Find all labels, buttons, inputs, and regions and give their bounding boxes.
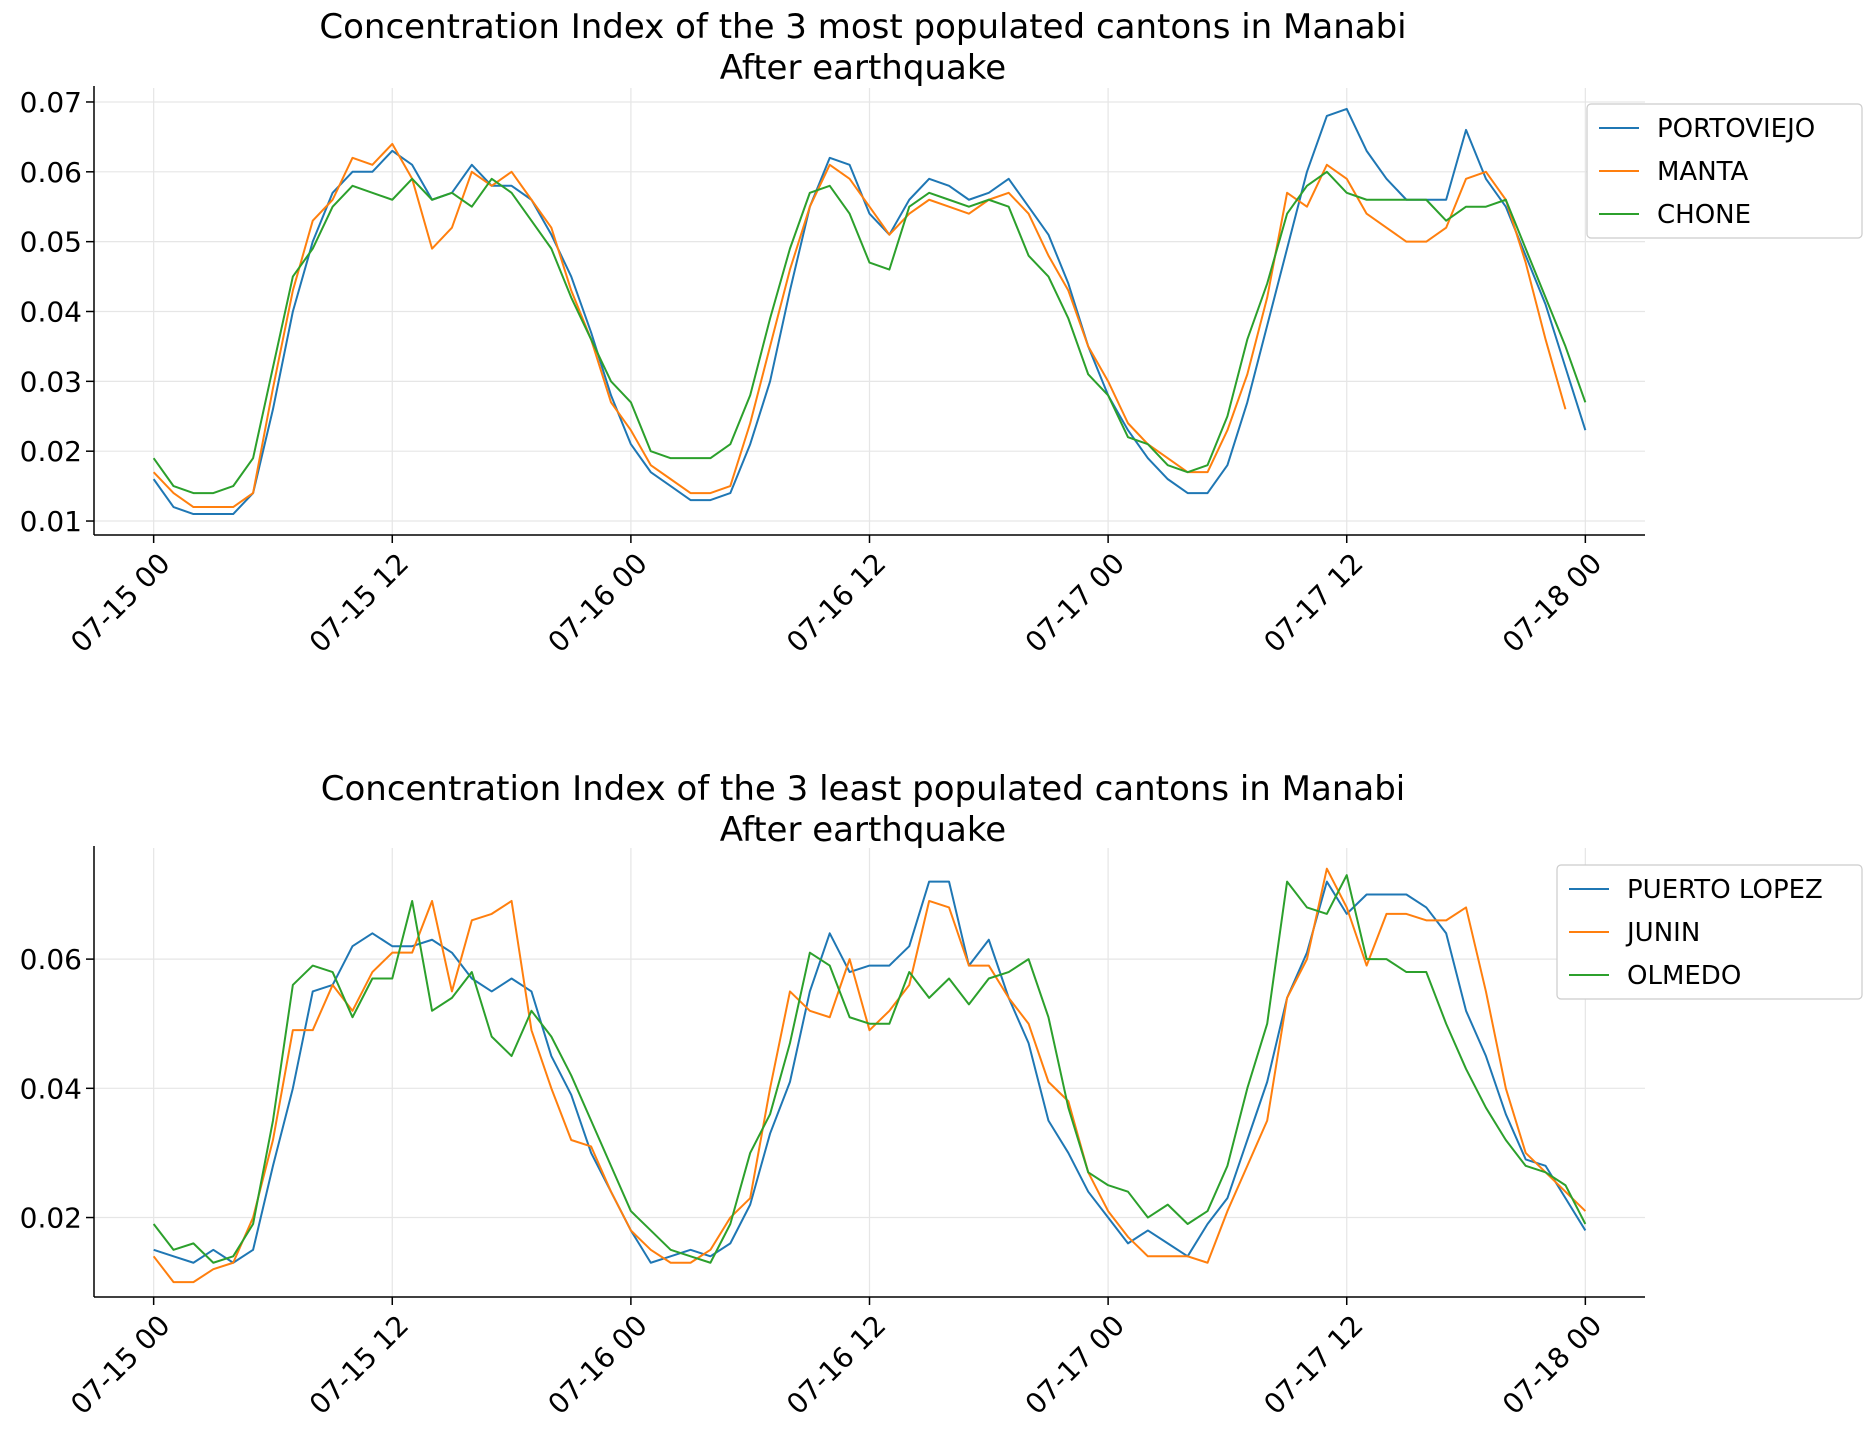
legend-box: [1556, 864, 1863, 1000]
x-tick-label: 07-17 12: [1257, 1309, 1369, 1421]
axes: 0.02 0.04 0.06 07-15 00 07-15 12 07-16 00 07-1…: [20, 846, 1645, 1421]
series-line-puerto-lopez: [153, 880, 1587, 1264]
chart-least-populated: Concentration Index of the 3 least popul…: [20, 769, 1863, 1421]
legend-label: MANTA: [1657, 157, 1749, 187]
x-tick-label: 07-15 12: [303, 547, 415, 659]
y-tick-label: 0.07: [20, 86, 82, 119]
legend-item: MANTA: [1599, 157, 1749, 187]
series-line-portoviejo: [152, 107, 1587, 516]
legend-item: JUNIN: [1569, 918, 1700, 948]
y-tick-label: 0.06: [20, 943, 82, 976]
x-tick-label: 07-15 12: [303, 1309, 415, 1421]
y-tick-label: 0.04: [20, 1072, 82, 1105]
legend-label: JUNIN: [1625, 918, 1700, 948]
y-tick-label: 0.03: [20, 365, 82, 398]
y-tick-label: 0.05: [20, 226, 82, 259]
x-tick-label: 07-18 00: [1496, 547, 1608, 659]
y-tick-label: 0.01: [20, 505, 82, 538]
x-tick-label: 07-16 00: [541, 547, 653, 659]
legend: PUERTO LOPEZ JUNIN OLMEDO: [1556, 864, 1863, 1000]
series-layer: [152, 867, 1587, 1284]
x-tick-label: 07-17 00: [1019, 547, 1131, 659]
x-tick-label: 07-16 12: [780, 1309, 892, 1421]
legend-label: CHONE: [1657, 200, 1751, 230]
legend-item: PUERTO LOPEZ: [1569, 875, 1823, 905]
y-tick-label: 0.02: [20, 435, 82, 468]
x-tick-label: 07-15 00: [64, 547, 176, 659]
x-tick-label: 07-18 00: [1496, 1309, 1608, 1421]
legend-label: PORTOVIEJO: [1657, 114, 1815, 144]
chart-subtitle: After earthquake: [720, 48, 1006, 88]
x-tick-label: 07-16 00: [541, 1309, 653, 1421]
chart-most-populated: Concentration Index of the 3 most popula…: [20, 7, 1863, 659]
legend-label: OLMEDO: [1627, 961, 1741, 991]
x-tick-label: 07-15 00: [64, 1309, 176, 1421]
legend-item: PORTOVIEJO: [1599, 114, 1815, 144]
y-tick-label: 0.02: [20, 1202, 82, 1235]
x-tick-label: 07-16 12: [780, 547, 892, 659]
y-tick-label: 0.06: [20, 156, 82, 189]
series-line-chone: [152, 170, 1587, 495]
series-line-manta: [152, 142, 1567, 509]
legend-box: [1586, 103, 1863, 239]
legend-item: CHONE: [1599, 200, 1751, 230]
chart-subtitle: After earthquake: [720, 810, 1006, 850]
chart-title: Concentration Index of the 3 least popul…: [321, 769, 1406, 809]
series-line-olmedo: [152, 874, 1587, 1264]
chart-title: Concentration Index of the 3 most popula…: [319, 7, 1406, 47]
series-layer: [152, 107, 1587, 516]
grid: [94, 88, 1645, 535]
x-tick-label: 07-17 12: [1257, 547, 1369, 659]
legend-label: PUERTO LOPEZ: [1627, 875, 1823, 905]
legend-item: OLMEDO: [1569, 961, 1741, 991]
y-tick-label: 0.04: [20, 296, 82, 329]
legend: PORTOVIEJO MANTA CHONE: [1586, 103, 1863, 239]
x-tick-label: 07-17 00: [1019, 1309, 1131, 1421]
series-line-junin: [152, 867, 1587, 1284]
